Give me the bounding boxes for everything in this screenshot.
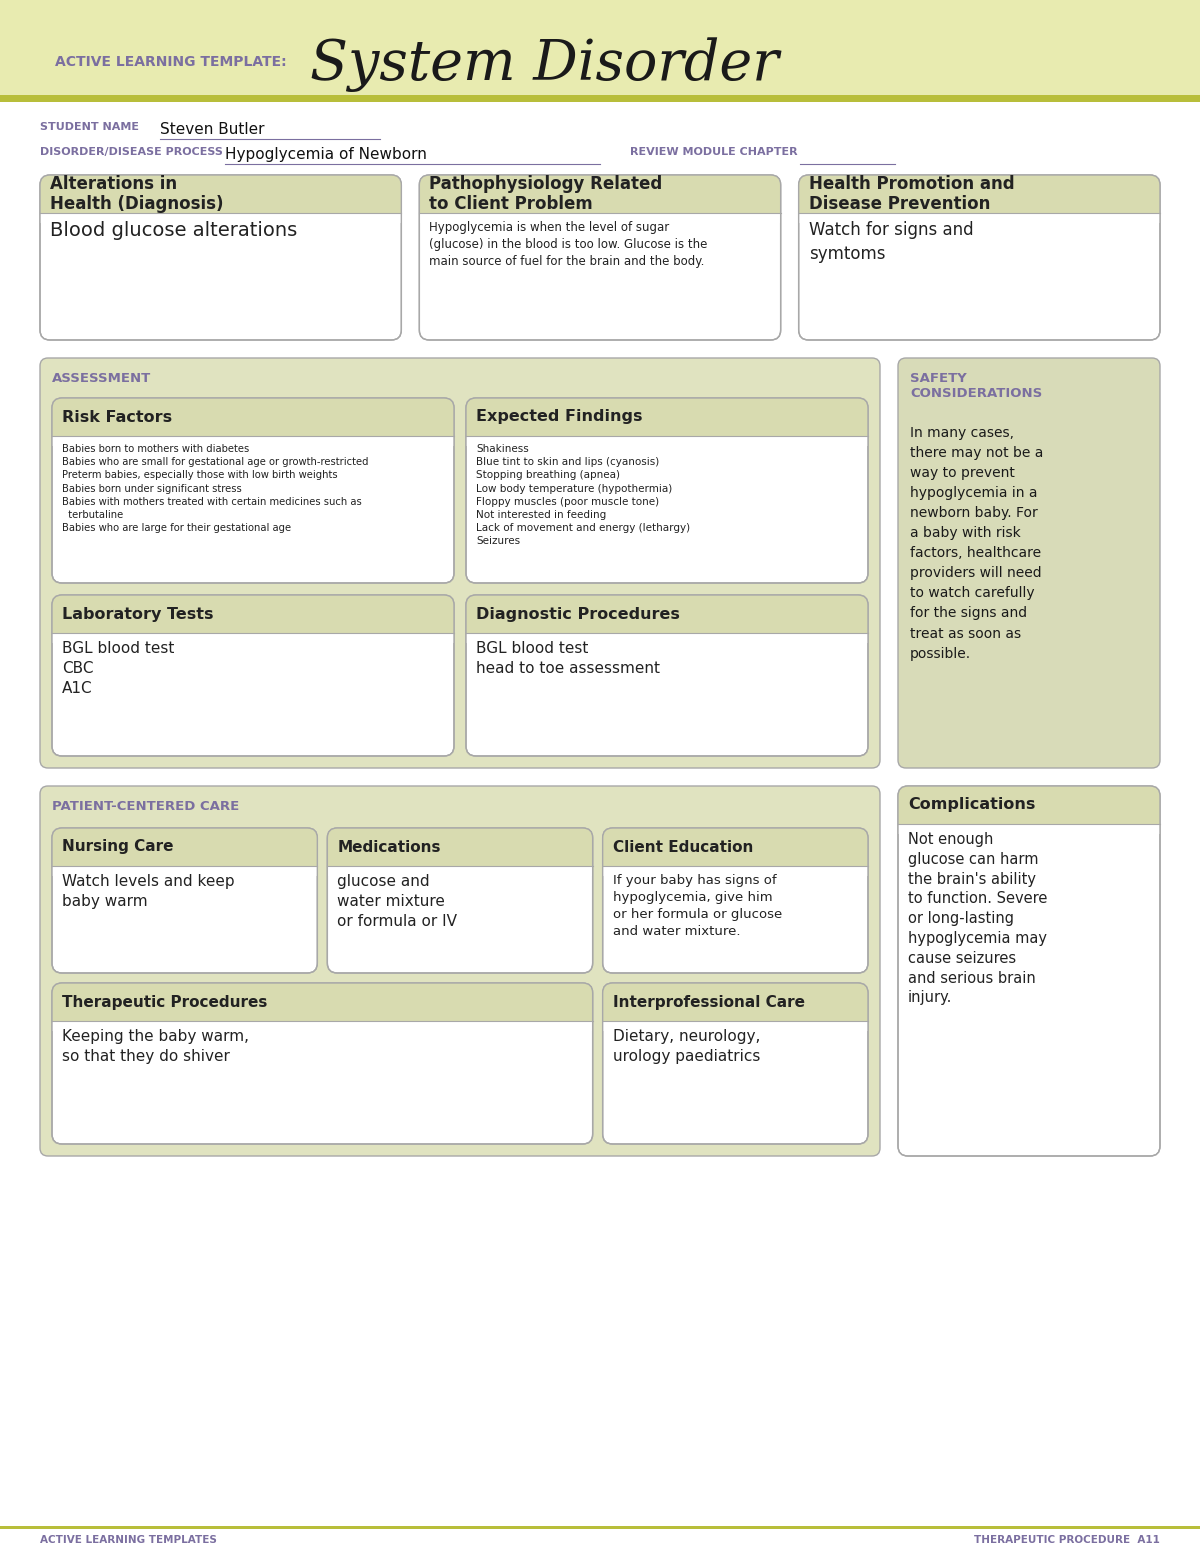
Text: STUDENT NAME: STUDENT NAME [40,123,139,132]
Bar [799,213,1160,224]
FancyBboxPatch shape [52,398,454,582]
Text: ACTIVE LEARNING TEMPLATE:: ACTIVE LEARNING TEMPLATE: [55,54,287,68]
FancyBboxPatch shape [602,828,868,876]
FancyBboxPatch shape [466,398,868,446]
FancyBboxPatch shape [52,398,454,446]
Text: Blood glucose alterations: Blood glucose alterations [50,221,298,241]
FancyBboxPatch shape [40,359,880,769]
FancyBboxPatch shape [52,595,454,756]
FancyBboxPatch shape [466,595,868,756]
Text: Medications: Medications [337,840,440,854]
Text: ACTIVE LEARNING TEMPLATES: ACTIVE LEARNING TEMPLATES [40,1534,217,1545]
Text: Expected Findings: Expected Findings [476,410,642,424]
Text: BGL blood test
head to toe assessment: BGL blood test head to toe assessment [476,641,660,676]
Text: Watch levels and keep
baby warm: Watch levels and keep baby warm [62,874,235,909]
Text: Nursing Care: Nursing Care [62,840,174,854]
FancyBboxPatch shape [52,828,317,876]
Text: DISORDER/DISEASE PROCESS: DISORDER/DISEASE PROCESS [40,148,223,157]
FancyBboxPatch shape [419,175,781,224]
Text: Keeping the baby warm,
so that they do shiver: Keeping the baby warm, so that they do s… [62,1030,250,1064]
FancyBboxPatch shape [52,595,454,643]
Text: Interprofessional Care: Interprofessional Care [613,994,805,1009]
Text: REVIEW MODULE CHAPTER: REVIEW MODULE CHAPTER [630,148,798,157]
Text: Client Education: Client Education [613,840,754,854]
Text: ASSESSMENT: ASSESSMENT [52,373,151,385]
Text: Diagnostic Procedures: Diagnostic Procedures [476,607,680,621]
Text: Dietary, neurology,
urology paediatrics: Dietary, neurology, urology paediatrics [613,1030,760,1064]
Bar [0,0,1200,95]
Text: Shakiness
Blue tint to skin and lips (cyanosis)
Stopping breathing (apnea)
Low b: Shakiness Blue tint to skin and lips (cy… [476,444,690,547]
FancyBboxPatch shape [52,983,593,1145]
Text: In many cases,
there may not be a
way to prevent
hypoglycemia in a
newborn baby.: In many cases, there may not be a way to… [910,426,1043,660]
Text: BGL blood test
CBC
A1C: BGL blood test CBC A1C [62,641,174,696]
FancyBboxPatch shape [898,786,1160,834]
Bar [466,634,868,643]
FancyBboxPatch shape [602,828,868,974]
Text: Laboratory Tests: Laboratory Tests [62,607,214,621]
Text: THERAPEUTIC PROCEDURE  A11: THERAPEUTIC PROCEDURE A11 [974,1534,1160,1545]
Bar [602,867,868,876]
FancyBboxPatch shape [52,983,593,1031]
Text: Complications: Complications [908,798,1036,812]
Text: Hypoglycemia of Newborn: Hypoglycemia of Newborn [226,148,427,162]
Text: Risk Factors: Risk Factors [62,410,172,424]
Text: Therapeutic Procedures: Therapeutic Procedures [62,994,268,1009]
Bar [52,867,317,876]
Text: Babies born to mothers with diabetes
Babies who are small for gestational age or: Babies born to mothers with diabetes Bab… [62,444,368,533]
Bar [0,1527,1200,1530]
Bar [52,1020,593,1031]
Text: Hypoglycemia is when the level of sugar
(glucose) in the blood is too low. Gluco: Hypoglycemia is when the level of sugar … [430,221,708,269]
Text: Not enough
glucose can harm
the brain's ability
to function. Severe
or long-last: Not enough glucose can harm the brain's … [908,832,1048,1005]
FancyBboxPatch shape [466,398,868,582]
FancyBboxPatch shape [40,175,401,340]
FancyBboxPatch shape [40,786,880,1155]
Bar [328,867,593,876]
Text: System Disorder: System Disorder [310,37,779,92]
FancyBboxPatch shape [466,595,868,643]
Text: Alterations in
Health (Diagnosis): Alterations in Health (Diagnosis) [50,174,223,213]
Bar [466,436,868,446]
Text: Watch for signs and
symtoms: Watch for signs and symtoms [809,221,973,262]
FancyBboxPatch shape [898,786,1160,1155]
FancyBboxPatch shape [799,175,1160,340]
Bar [898,825,1160,834]
FancyBboxPatch shape [602,983,868,1145]
Bar [602,1020,868,1031]
FancyBboxPatch shape [52,828,317,974]
Text: SAFETY
CONSIDERATIONS: SAFETY CONSIDERATIONS [910,373,1043,401]
Bar [52,634,454,643]
FancyBboxPatch shape [799,175,1160,224]
FancyBboxPatch shape [40,175,401,224]
FancyBboxPatch shape [328,828,593,974]
FancyBboxPatch shape [419,175,781,340]
Text: Pathophysiology Related
to Client Problem: Pathophysiology Related to Client Proble… [430,174,662,213]
Bar [52,436,454,446]
Text: Health Promotion and
Disease Prevention: Health Promotion and Disease Prevention [809,174,1014,213]
Text: If your baby has signs of
hypoglycemia, give him
or her formula or glucose
and w: If your baby has signs of hypoglycemia, … [613,874,782,938]
Text: PATIENT-CENTERED CARE: PATIENT-CENTERED CARE [52,800,239,814]
Bar [0,95,1200,102]
Bar [40,213,401,224]
Text: Steven Butler: Steven Butler [160,123,264,137]
Bar [419,213,781,224]
FancyBboxPatch shape [898,359,1160,769]
Text: glucose and
water mixture
or formula or IV: glucose and water mixture or formula or … [337,874,457,929]
FancyBboxPatch shape [602,983,868,1031]
FancyBboxPatch shape [328,828,593,876]
